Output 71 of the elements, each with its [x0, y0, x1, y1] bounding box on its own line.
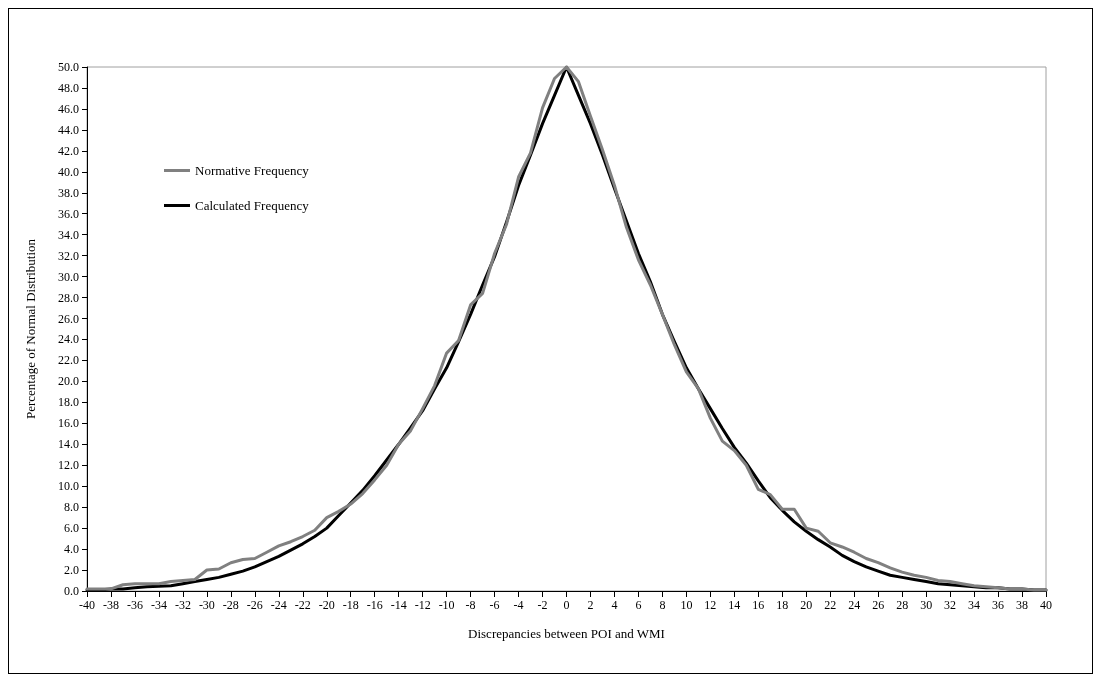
x-tick-label: 0	[563, 598, 570, 612]
y-tick-label: 14.0	[58, 437, 79, 452]
x-tick-label: 26	[872, 598, 885, 612]
x-tick-label: -40	[79, 598, 95, 612]
x-tick-label: -12	[414, 598, 431, 612]
x-tick-label: -18	[342, 598, 359, 612]
y-tick-label: 8.0	[64, 500, 79, 515]
y-tick-label: 42.0	[58, 143, 79, 158]
x-tick-label: -30	[198, 598, 215, 612]
y-tick-label: 30.0	[58, 269, 79, 284]
x-tick-label: 16	[752, 598, 765, 612]
x-tick-label: 24	[848, 598, 861, 612]
y-tick-label: 28.0	[58, 290, 79, 305]
x-tick-label: 18	[776, 598, 789, 612]
y-tick-label: 12.0	[58, 458, 79, 473]
y-tick-label: 0.0	[64, 584, 79, 598]
y-tick-label: 46.0	[58, 101, 79, 116]
x-tick-label: 30	[920, 598, 933, 612]
y-tick-label: 4.0	[64, 542, 79, 557]
x-tick-label: -8	[465, 598, 476, 612]
y-tick-label: 6.0	[64, 521, 79, 536]
legend-label: Calculated Frequency	[195, 198, 310, 213]
x-tick-label: -22	[294, 598, 311, 612]
x-tick-label: -14	[390, 598, 407, 612]
legend-label: Normative Frequency	[195, 163, 310, 178]
x-tick-label: 28	[896, 598, 909, 612]
y-tick-label: 26.0	[58, 311, 79, 326]
y-axis-title: Percentage of Normal Distribution	[23, 238, 38, 420]
x-tick-label: -34	[150, 598, 167, 612]
y-tick-label: 22.0	[58, 353, 79, 368]
x-tick-label: -10	[438, 598, 455, 612]
x-tick-label: -26	[246, 598, 263, 612]
x-tick-label: -28	[222, 598, 239, 612]
y-tick-label: 50.0	[58, 60, 79, 74]
x-tick-label: -6	[489, 598, 500, 612]
x-tick-label: 40	[1040, 598, 1052, 612]
x-tick-label: -38	[102, 598, 119, 612]
x-tick-label: 2	[587, 598, 594, 612]
x-tick-label: 14	[728, 598, 741, 612]
y-tick-label: 24.0	[58, 332, 79, 347]
x-tick-label: 22	[824, 598, 837, 612]
x-tick-label: 4	[611, 598, 618, 612]
y-tick-label: 16.0	[58, 416, 79, 431]
x-tick-label: 10	[680, 598, 693, 612]
x-tick-label: -24	[270, 598, 287, 612]
y-tick-label: 36.0	[58, 206, 79, 221]
x-tick-label: 38	[1016, 598, 1029, 612]
x-tick-label: 12	[704, 598, 717, 612]
y-tick-label: 38.0	[58, 185, 79, 200]
y-tick-label: 40.0	[58, 164, 79, 179]
x-tick-label: -4	[513, 598, 524, 612]
x-axis-title: Discrepancies between POI and WMI	[468, 626, 665, 641]
x-tick-label: -32	[174, 598, 191, 612]
y-tick-label: 44.0	[58, 122, 79, 137]
y-tick-label: 18.0	[58, 395, 79, 410]
x-tick-label: -16	[366, 598, 383, 612]
x-tick-label: 6	[635, 598, 642, 612]
y-tick-label: 34.0	[58, 227, 79, 242]
x-tick-label: 32	[944, 598, 957, 612]
y-tick-label: 20.0	[58, 374, 79, 389]
y-tick-label: 2.0	[64, 563, 79, 578]
x-tick-label: -2	[537, 598, 548, 612]
x-tick-label: -36	[126, 598, 143, 612]
x-tick-label: -20	[318, 598, 335, 612]
x-tick-label: 8	[659, 598, 666, 612]
y-tick-label: 32.0	[58, 248, 79, 263]
y-tick-label: 48.0	[58, 80, 79, 95]
y-tick-label: 10.0	[58, 479, 79, 494]
x-tick-label: 34	[968, 598, 981, 612]
x-tick-label: 36	[992, 598, 1005, 612]
x-tick-label: 20	[800, 598, 813, 612]
